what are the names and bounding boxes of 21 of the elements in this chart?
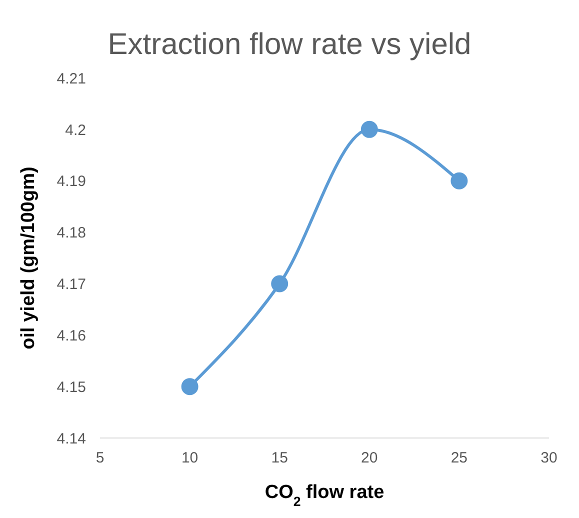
x-tick-label: 30: [540, 450, 558, 467]
x-tick-label: 10: [181, 450, 198, 467]
point: [271, 275, 288, 292]
x-tick-label: 5: [96, 450, 104, 467]
point: [181, 378, 198, 396]
y-tick-label: 4.16: [56, 327, 86, 344]
y-tick-label: 4.19: [56, 173, 86, 190]
point: [360, 120, 378, 138]
x-tick-label: 25: [450, 450, 468, 467]
y-tick-label: 4.17: [56, 276, 86, 294]
x-tick-label: 20: [361, 450, 378, 467]
y-axis-title: oil yield (gm/100gm): [18, 166, 39, 350]
y-tick-label: 4.15: [56, 378, 86, 396]
y-tick-label: 4.2: [65, 122, 86, 139]
x-tick-label: 15: [271, 450, 288, 467]
y-tick-label: 4.18: [56, 224, 86, 242]
y-tick-label: 4.21: [56, 70, 86, 88]
point: [450, 172, 468, 190]
y-tick-label: 4.14: [56, 430, 86, 448]
chart-title: Extraction flow rate vs yield: [106, 28, 472, 62]
x-axis-title: CO$_{2}$ flow rate: [264, 482, 384, 508]
